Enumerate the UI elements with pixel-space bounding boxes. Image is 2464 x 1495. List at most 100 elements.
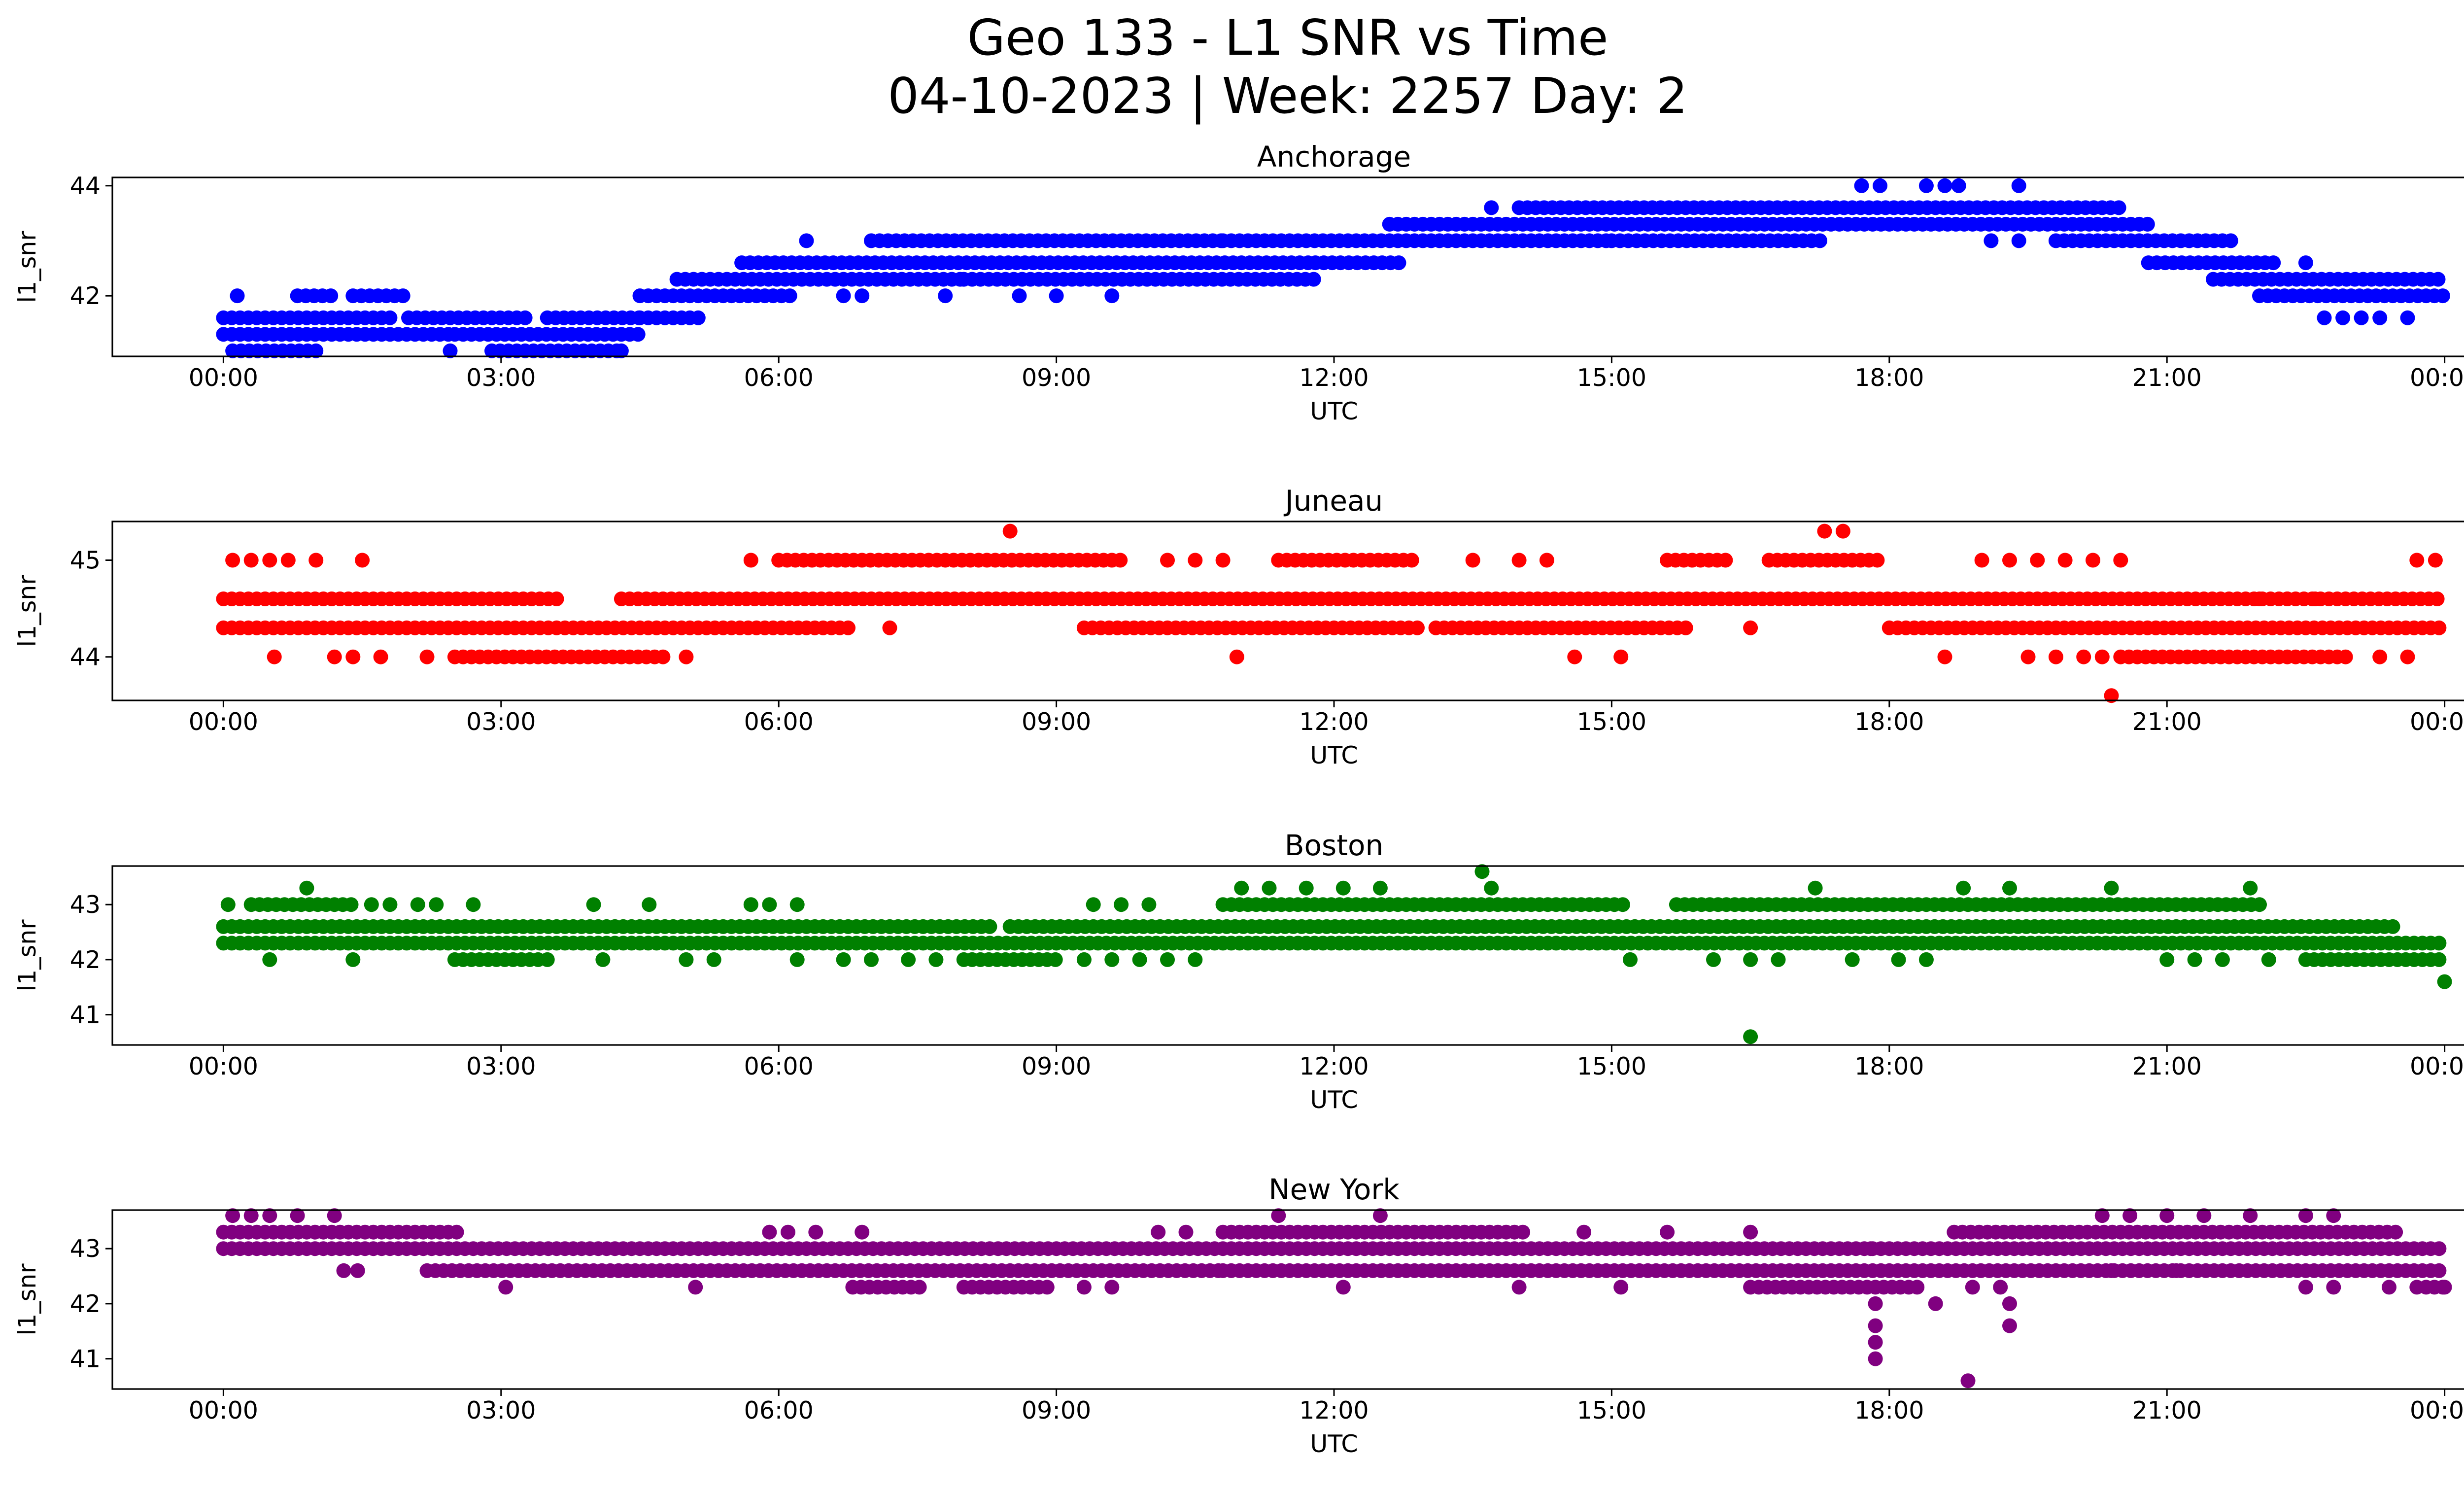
data-point: [2011, 233, 2026, 248]
data-point: [1141, 897, 1157, 912]
x-tick-label: 12:00: [1299, 708, 1369, 736]
data-point: [1743, 952, 1758, 967]
data-point: [762, 1224, 777, 1240]
data-point: [382, 897, 398, 912]
data-point: [1076, 952, 1092, 967]
data-point: [1271, 1208, 1286, 1223]
data-point: [1845, 952, 1860, 967]
data-point: [2076, 649, 2091, 664]
data-point: [2400, 310, 2415, 325]
data-point: [2140, 216, 2155, 232]
data-point: [2243, 880, 2258, 896]
subplot-boston: 00:00 03:00 06:00 09:00 12:00 15:00 18:00 21:00…: [13, 829, 2464, 1114]
data-point: [2431, 620, 2447, 635]
data-point: [1132, 952, 1147, 967]
subplot-anchorage: 00:00 03:00 06:00 09:00 12:00 15:00 18:00 21:00…: [13, 140, 2464, 425]
data-point: [2354, 310, 2369, 325]
data-point: [1956, 880, 1971, 896]
data-point: [262, 952, 277, 967]
data-point: [688, 1280, 703, 1295]
data-point: [1113, 553, 1128, 568]
data-point: [2252, 591, 2267, 606]
y-tick-label: 42: [70, 282, 101, 310]
data-point: [1743, 620, 1758, 635]
data-point: [2298, 255, 2313, 271]
x-tick-label: 21:00: [2132, 1396, 2202, 1425]
data-point: [2388, 1224, 2403, 1240]
series-points: [216, 523, 2447, 703]
data-point: [2372, 649, 2388, 664]
data-point: [262, 553, 277, 568]
data-point: [1960, 1373, 1976, 1389]
data-point: [1234, 880, 1249, 896]
data-point: [2030, 553, 2045, 568]
data-point: [290, 1208, 305, 1223]
data-point: [2223, 233, 2238, 248]
data-point: [1918, 178, 1934, 193]
y-tick-label: 42: [70, 1290, 101, 1318]
data-point: [2020, 649, 2036, 664]
data-point: [540, 952, 555, 967]
data-point: [762, 897, 777, 912]
data-point: [743, 897, 758, 912]
data-point: [1718, 553, 1733, 568]
x-tick-label: 15:00: [1577, 364, 1646, 392]
data-point: [679, 952, 694, 967]
data-point: [1868, 1335, 1883, 1350]
data-point: [1372, 1208, 1388, 1223]
x-tick-label: 00:00: [2410, 708, 2464, 736]
data-point: [1511, 553, 1527, 568]
data-point: [2122, 1208, 2138, 1223]
data-point: [679, 649, 694, 664]
data-point: [327, 1208, 342, 1223]
x-tick-label: 09:00: [1022, 1052, 1091, 1080]
data-point: [2372, 310, 2388, 325]
data-point: [2266, 255, 2281, 271]
data-point: [1012, 288, 1027, 304]
x-tick-label: 18:00: [1854, 1396, 1924, 1425]
data-point: [808, 1224, 823, 1240]
x-tick-label: 15:00: [1577, 1396, 1646, 1425]
data-point: [2252, 897, 2267, 912]
data-point: [642, 897, 657, 912]
data-point: [928, 952, 944, 967]
data-point: [586, 897, 601, 912]
y-axis-label: l1_snr: [13, 919, 41, 992]
data-point: [855, 1224, 870, 1240]
x-tick-label: 03:00: [466, 1052, 536, 1080]
data-point: [364, 897, 379, 912]
data-point: [1465, 553, 1480, 568]
data-point: [882, 620, 897, 635]
data-point: [2280, 591, 2295, 606]
data-point: [1484, 200, 1499, 215]
data-point: [1706, 952, 1721, 967]
data-point: [781, 1224, 795, 1240]
data-point: [1576, 1224, 1592, 1240]
data-point: [2326, 1280, 2341, 1295]
data-point: [1808, 880, 1823, 896]
data-point: [1178, 1224, 1194, 1240]
data-point: [382, 310, 398, 325]
data-point: [1372, 880, 1388, 896]
data-point: [789, 897, 805, 912]
y-tick-label: 44: [70, 643, 101, 671]
data-point: [1410, 620, 1425, 635]
data-point: [1404, 553, 1419, 568]
axes-frame: [111, 521, 2464, 701]
figure-title-line-1: Geo 133 - L1 SNR vs Time: [967, 9, 1608, 67]
data-point: [1104, 288, 1120, 304]
data-point: [1076, 1280, 1092, 1295]
data-point: [2437, 1280, 2452, 1295]
x-tick-label: 21:00: [2132, 364, 2202, 392]
data-point: [1049, 288, 1064, 304]
data-point: [2382, 1280, 2396, 1295]
data-point: [308, 553, 324, 568]
data-point: [1854, 178, 1869, 193]
data-point: [901, 952, 916, 967]
data-point: [2002, 553, 2017, 568]
x-tick-label: 21:00: [2132, 708, 2202, 736]
data-point: [1039, 1280, 1055, 1295]
data-point: [449, 1224, 464, 1240]
data-point: [1937, 649, 1952, 664]
data-point: [655, 649, 671, 664]
